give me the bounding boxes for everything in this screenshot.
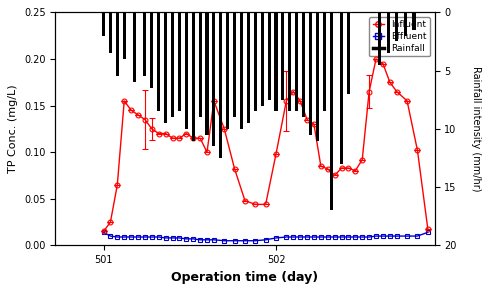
Bar — [260, 12, 263, 105]
Y-axis label: Rainfall intensity (mm/hr): Rainfall intensity (mm/hr) — [470, 66, 480, 192]
Bar — [386, 12, 389, 53]
Bar — [191, 12, 194, 140]
Bar — [403, 12, 406, 36]
Effluent — [107, 234, 113, 238]
Effluent — [317, 235, 323, 239]
Effluent — [262, 238, 268, 241]
Bar — [346, 12, 349, 94]
Bar — [178, 12, 181, 111]
Effluent — [252, 239, 258, 242]
Bar — [322, 12, 325, 111]
Effluent — [210, 238, 216, 241]
Line: Effluent: Effluent — [101, 230, 429, 243]
Bar — [411, 12, 415, 30]
Legend: Influent, Effluent, Rainfall: Influent, Effluent, Rainfall — [368, 17, 429, 56]
X-axis label: Operation time (day): Operation time (day) — [171, 271, 318, 284]
Effluent — [190, 237, 196, 241]
Bar — [143, 12, 146, 77]
Effluent — [345, 235, 351, 239]
Bar — [171, 12, 174, 117]
Effluent — [393, 234, 399, 238]
Effluent — [176, 236, 182, 240]
Effluent — [183, 237, 189, 241]
Bar — [329, 12, 332, 211]
Effluent — [114, 235, 120, 239]
Effluent — [359, 235, 365, 239]
Bar — [233, 12, 236, 117]
Effluent — [338, 235, 344, 239]
Effluent — [379, 234, 385, 238]
Effluent — [203, 238, 209, 241]
Effluent — [352, 235, 358, 239]
Bar — [150, 12, 153, 88]
Effluent — [310, 235, 316, 239]
Effluent — [163, 236, 168, 240]
Effluent — [156, 235, 162, 239]
Effluent — [424, 231, 430, 234]
Effluent — [272, 236, 278, 240]
Bar — [246, 12, 249, 123]
Effluent — [366, 235, 371, 239]
Effluent — [128, 235, 134, 239]
Bar — [212, 12, 215, 146]
Bar — [122, 12, 125, 59]
Bar — [133, 12, 136, 82]
Effluent — [290, 235, 296, 239]
Bar — [274, 12, 277, 111]
Bar — [267, 12, 270, 100]
Bar — [339, 12, 343, 164]
Effluent — [386, 234, 392, 238]
Effluent — [142, 235, 147, 239]
Effluent — [135, 235, 141, 239]
Effluent — [221, 239, 227, 242]
Bar — [164, 12, 167, 123]
Effluent — [403, 234, 409, 238]
Effluent — [231, 239, 237, 242]
Bar — [377, 12, 380, 65]
Effluent — [197, 238, 203, 241]
Bar — [240, 12, 243, 129]
Effluent — [283, 235, 289, 239]
Bar — [184, 12, 187, 129]
Bar — [315, 12, 318, 140]
Effluent — [121, 235, 127, 239]
Effluent — [148, 235, 154, 239]
Effluent — [324, 235, 330, 239]
Bar — [219, 12, 222, 158]
Effluent — [414, 234, 420, 238]
Bar — [225, 12, 229, 129]
Bar — [394, 12, 397, 41]
Effluent — [304, 235, 309, 239]
Effluent — [169, 236, 175, 240]
Bar — [308, 12, 311, 135]
Effluent — [331, 235, 337, 239]
Effluent — [101, 231, 106, 234]
Effluent — [297, 235, 303, 239]
Bar — [295, 12, 298, 111]
Effluent — [242, 239, 247, 242]
Bar — [205, 12, 208, 135]
Bar — [116, 12, 119, 77]
Bar — [287, 12, 291, 111]
Bar — [157, 12, 160, 111]
Bar — [109, 12, 112, 53]
Bar — [302, 12, 305, 117]
Bar — [281, 12, 284, 100]
Bar — [102, 12, 105, 36]
Bar — [198, 12, 201, 117]
Effluent — [372, 234, 378, 238]
Bar — [253, 12, 256, 111]
Y-axis label: TP Conc. (mg/L): TP Conc. (mg/L) — [8, 85, 18, 173]
